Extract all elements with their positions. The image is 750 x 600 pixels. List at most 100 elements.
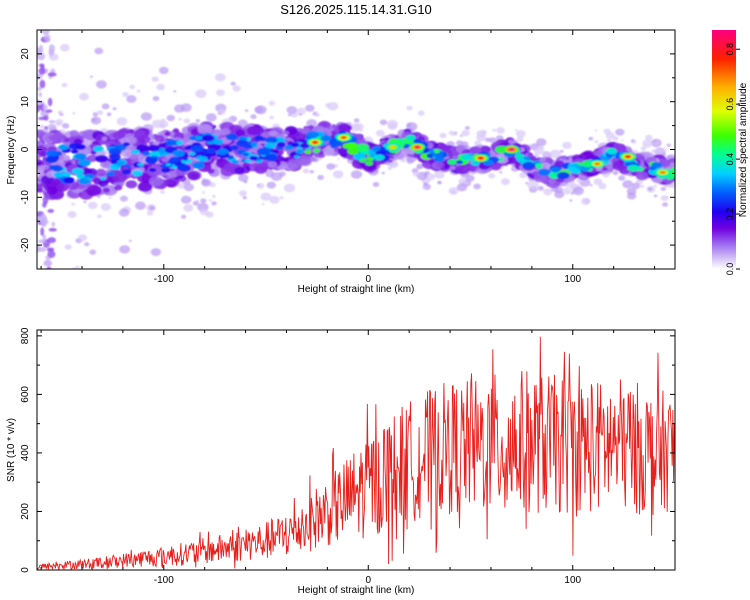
spectral-band-blob: [40, 182, 47, 187]
spectral-band-blob: [120, 149, 133, 158]
spectral-noise-dot: [660, 187, 666, 191]
spectral-noise-dot: [514, 129, 518, 132]
spectral-band-blob: [246, 125, 261, 136]
spectral-band-blob: [112, 130, 125, 140]
spectral-core-blob: [236, 139, 249, 147]
spectral-noise-dot: [47, 123, 57, 131]
spectral-core-blob: [190, 145, 204, 153]
spectral-band-blob: [37, 129, 46, 138]
spectral-noise-dot: [128, 239, 132, 242]
spectral-noise-dot: [588, 136, 594, 141]
spectral-noise-dot: [353, 118, 360, 123]
spectral-noise-dot: [42, 234, 47, 240]
spectral-band-blob: [635, 171, 649, 181]
spectral-band-blob: [187, 171, 201, 181]
spectral-core-blob: [293, 155, 300, 159]
spectral-noise-dot: [183, 183, 194, 192]
spectral-noise-dot: [96, 80, 107, 89]
spectral-band-blob: [172, 128, 180, 133]
spectral-noise-dot: [417, 110, 425, 116]
spectral-noise-dot: [177, 182, 186, 189]
spectral-noise-dot: [59, 43, 70, 52]
spectral-noise-dot: [543, 188, 553, 196]
spectral-core-blob: [184, 146, 191, 150]
spectral-noise-dot: [268, 100, 276, 106]
spectral-band-blob: [101, 136, 108, 141]
spectral-noise-dot: [51, 221, 55, 227]
spectral-band-blob: [455, 164, 470, 175]
spectral-core-blob: [671, 167, 675, 171]
spectral-noise-dot: [97, 214, 102, 219]
spectral-core-blob: [405, 135, 416, 141]
spectral-noise-dot: [631, 139, 635, 142]
spectral-noise-dot: [456, 140, 463, 146]
spectral-core-blob: [132, 170, 143, 177]
spectral-core-blob: [536, 165, 543, 169]
spectral-band-blob: [37, 164, 45, 171]
spectral-hotspot-peak: [340, 135, 347, 140]
spectral-band-blob: [614, 144, 627, 154]
spectral-hotspot-peak: [389, 145, 396, 149]
spectral-noise-dot: [266, 181, 276, 189]
spectral-band-blob: [82, 168, 93, 176]
spectral-core-blob: [206, 148, 216, 154]
snr-xlabel: Height of straight line (km): [298, 585, 415, 596]
spectral-noise-dot: [106, 112, 112, 117]
spectral-core-blob: [304, 149, 312, 154]
spectral-band-blob: [207, 168, 215, 174]
spectral-noise-dot: [57, 110, 63, 115]
spectral-noise-dot: [562, 141, 572, 149]
spectral-core-blob: [95, 155, 109, 163]
spectral-noise-dot: [160, 190, 165, 194]
spectral-noise-dot: [452, 132, 457, 136]
spectral-band-blob: [54, 181, 69, 192]
spectral-noise-dot: [242, 196, 247, 200]
spectral-noise-dot: [92, 112, 99, 117]
spectral-band-blob: [67, 181, 79, 190]
spectral-core-blob: [428, 149, 435, 154]
spectral-noise-dot: [456, 183, 468, 192]
spectral-noise-dot: [178, 117, 182, 121]
spectral-noise-dot: [541, 150, 550, 158]
snr-ytick-label: 600: [20, 386, 31, 403]
spectral-core-blob: [462, 156, 470, 161]
spectral-core-blob: [177, 164, 189, 171]
spectrogram-xtick-label: 0: [365, 274, 371, 285]
spectral-noise-dot: [55, 118, 64, 125]
spectral-noise-dot: [174, 104, 185, 113]
spectral-band-blob: [154, 134, 165, 143]
spectral-noise-dot: [46, 247, 55, 252]
spectral-noise-dot: [47, 209, 55, 213]
spectral-noise-dot: [461, 129, 470, 137]
spectral-noise-dot: [406, 158, 414, 164]
spectral-core-blob: [342, 143, 353, 149]
spectral-noise-dot: [269, 115, 274, 120]
spectral-core-blob: [45, 156, 58, 164]
spectral-band-blob: [37, 170, 45, 176]
spectral-core-blob: [242, 152, 249, 157]
spectral-noise-dot: [239, 190, 247, 197]
spectral-band-blob: [436, 161, 445, 168]
spectral-noise-dot: [298, 113, 302, 116]
spectrogram-blobs: [35, 30, 675, 284]
spectral-noise-dot: [38, 239, 46, 244]
spectral-noise-dot: [622, 180, 634, 189]
spectral-core-blob: [176, 140, 184, 145]
spectral-noise-dot: [46, 266, 52, 269]
spectral-core-blob: [108, 148, 121, 155]
spectral-band-blob: [491, 163, 501, 171]
spectral-core-blob: [258, 147, 272, 155]
spectral-noise-dot: [78, 234, 88, 242]
spectral-band-blob: [46, 181, 57, 190]
spectral-noise-dot: [96, 110, 104, 116]
spectral-noise-dot: [146, 210, 154, 216]
spectral-noise-dot: [35, 276, 45, 284]
spectral-noise-dot: [38, 92, 42, 97]
spectral-noise-dot: [205, 211, 214, 218]
spectral-core-blob: [538, 168, 551, 176]
spectral-core-blob: [122, 169, 132, 175]
spectral-band-blob: [548, 178, 556, 184]
spectral-noise-dot: [549, 149, 562, 159]
spectral-band-blob: [220, 128, 231, 136]
spectral-band-blob: [413, 153, 420, 158]
